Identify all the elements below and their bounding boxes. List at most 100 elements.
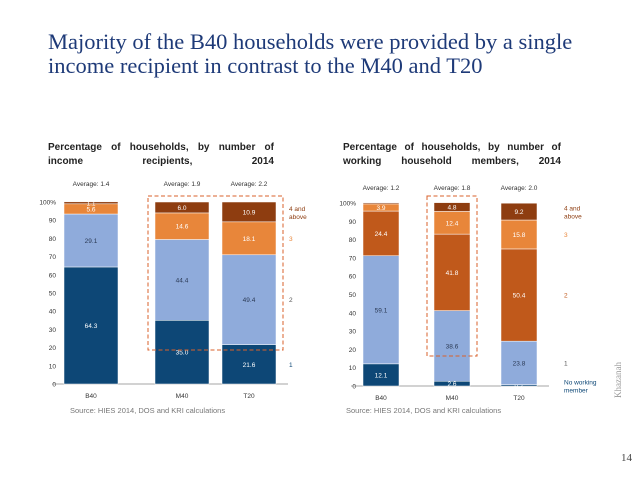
data-label: 38.6 (446, 343, 459, 350)
y-tick-label: 80 (49, 236, 57, 243)
chart-1-source: Source: HIES 2014, DOS and KRI calculati… (70, 406, 226, 415)
legend-label-3: 2 (564, 293, 568, 300)
y-tick-label: 90 (49, 218, 57, 225)
data-label: 9.2 (514, 209, 523, 216)
data-label: 0.7 (514, 383, 523, 390)
bar-segment-t20-4 (500, 219, 538, 250)
chart-1-title: Percentage of households, by number of i… (48, 142, 274, 167)
bar-segment-b40-3 (362, 210, 400, 256)
bar-segment-t20-3 (500, 248, 538, 342)
bar-segment-t20-1 (221, 344, 277, 385)
average-label: Average: 1.4 (73, 181, 110, 188)
data-label: 18.1 (243, 236, 256, 243)
legend-label-5: 4 and (564, 206, 581, 213)
data-label: 5.6 (86, 206, 95, 213)
data-label: 23.8 (513, 360, 526, 367)
y-tick-label: 60 (349, 274, 357, 281)
data-label: 21.6 (243, 362, 256, 369)
bar-segment-t20-4 (221, 201, 277, 223)
bar-segment-t20-2 (221, 254, 277, 345)
bar-segment-m40-3 (433, 233, 471, 311)
y-tick-label: 20 (349, 347, 357, 354)
average-label: Average: 1.2 (363, 185, 400, 192)
data-label: 49.4 (243, 297, 256, 304)
average-label: Average: 1.9 (164, 181, 201, 188)
y-tick-label: 30 (349, 329, 357, 336)
data-label: 59.1 (375, 307, 388, 314)
data-label: 14.6 (176, 224, 189, 231)
highlight-box (426, 195, 478, 357)
data-label: 12.1 (375, 372, 388, 379)
bar-segment-m40-2 (154, 239, 210, 321)
bar-segment-t20-2 (500, 340, 538, 385)
bar-segment-m40-1 (154, 320, 210, 385)
bar-segment-t20-3 (221, 221, 277, 256)
y-tick-label: 20 (49, 345, 57, 352)
bar-segment-m40-3 (154, 212, 210, 240)
data-label: 4.8 (447, 205, 456, 212)
legend-label-4: 3 (564, 232, 568, 239)
x-tick-label: T20 (513, 395, 525, 402)
bar-segment-m40-5 (433, 202, 471, 212)
income-recipients-chart: 0 10 20 30 40 50 60 70 80 90 100% 64.3 29.1 5.61.1 B40… (39, 181, 307, 400)
y-tick-label: 90 (349, 219, 357, 226)
legend-label-4-cont: above (289, 214, 307, 221)
y-tick-label: 60 (49, 272, 57, 279)
data-label: 6.0 (177, 205, 186, 212)
y-tick-label: 80 (349, 237, 357, 244)
data-label: 15.8 (513, 232, 526, 239)
data-label: 64.3 (85, 323, 98, 330)
average-label: Average: 2.2 (231, 181, 268, 188)
data-label: 44.4 (176, 277, 189, 284)
page-number: 14 (621, 452, 632, 464)
legend-label-2: 2 (289, 297, 293, 304)
data-label: 24.4 (375, 231, 388, 238)
y-tick-label: 70 (49, 254, 57, 261)
legend-label-2: 1 (564, 360, 568, 367)
data-label: 10.9 (243, 209, 256, 216)
y-tick-label: 40 (349, 310, 357, 317)
legend-label-1: No working (564, 379, 597, 386)
data-label: 3.9 (376, 205, 385, 212)
y-tick-label: 70 (349, 255, 357, 262)
y-tick-label: 0 (52, 382, 56, 389)
chart-2-title: Percentage of households, by number of w… (343, 142, 561, 167)
average-label: Average: 2.0 (501, 185, 538, 192)
data-label: 50.4 (513, 293, 526, 300)
bar-segment-m40-2 (433, 310, 471, 382)
highlight-box (147, 195, 284, 351)
y-tick-label: 40 (49, 309, 57, 316)
legend-label-5-cont: above (564, 214, 582, 221)
bar-segment-b40-5 (362, 202, 400, 205)
x-tick-label: B40 (375, 395, 387, 402)
data-label: 12.4 (446, 220, 459, 227)
average-label: Average: 1.8 (434, 185, 471, 192)
legend-label-3: 3 (289, 236, 293, 243)
page-title: Majority of the B40 households were prov… (48, 29, 573, 78)
bar-segment-b40-4 (63, 201, 119, 205)
bar-segment-m40-4 (154, 201, 210, 214)
y-tick-label: 0 (352, 384, 356, 391)
y-tick-label: 100% (39, 200, 56, 207)
data-label: 41.8 (446, 270, 459, 277)
data-label: 29.1 (85, 238, 98, 245)
data-label: 2.6 (447, 381, 456, 388)
y-tick-label: 50 (49, 291, 57, 298)
legend-label-1: 1 (289, 362, 293, 369)
bar-segment-b40-2 (63, 213, 119, 268)
y-tick-label: 30 (49, 327, 57, 334)
working-members-chart: 0 10 20 30 40 50 60 70 80 90 100% 12.1 59.1 24.4 3.9 B4… (339, 185, 597, 402)
x-tick-label: T20 (243, 393, 255, 400)
y-tick-label: 10 (349, 365, 357, 372)
y-tick-label: 10 (49, 363, 57, 370)
y-tick-label: 50 (349, 292, 357, 299)
data-label: 1.1 (86, 200, 95, 207)
chart-2-source: Source: HIES 2014, DOS and KRI calculati… (346, 406, 502, 415)
x-tick-label: M40 (446, 395, 459, 402)
bar-segment-b40-1 (63, 266, 119, 385)
legend-label-1-cont: member (564, 387, 589, 394)
brand-watermark: Khazanah (613, 362, 623, 398)
bar-segment-t20-5 (500, 202, 538, 221)
legend-label-4: 4 and (289, 206, 306, 213)
x-tick-label: M40 (176, 393, 189, 400)
